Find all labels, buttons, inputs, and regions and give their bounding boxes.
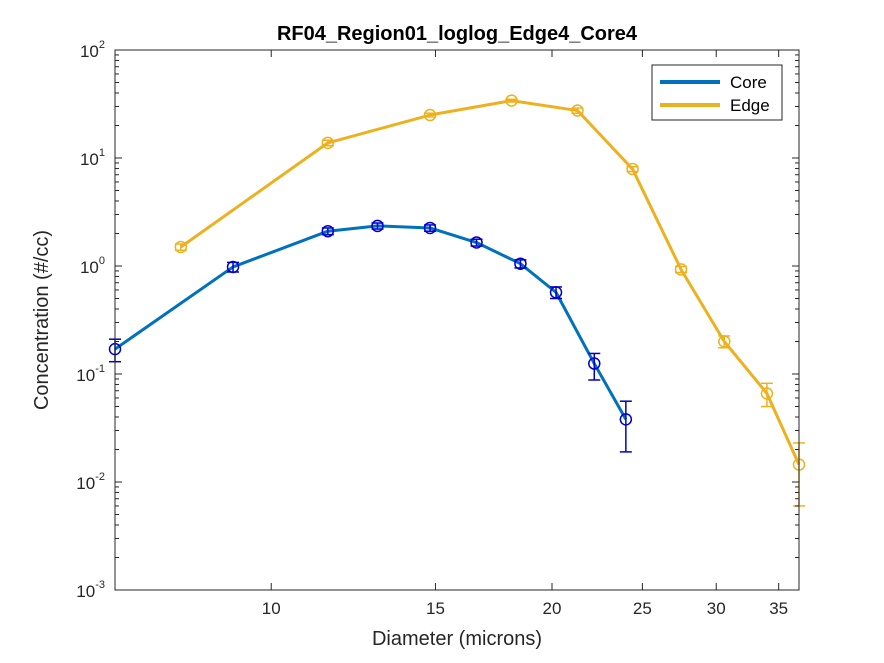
y-tick-base: 10 bbox=[76, 366, 95, 385]
data-point-core bbox=[371, 219, 384, 233]
data-point-core bbox=[619, 413, 633, 426]
legend: Core Edge bbox=[651, 64, 783, 121]
y-tick-label: 10-3 bbox=[76, 579, 105, 601]
x-tick-label: 10 bbox=[262, 599, 281, 618]
series-line-edge bbox=[179, 99, 801, 466]
data-point-core bbox=[549, 286, 563, 299]
data-point-core bbox=[588, 357, 601, 370]
data-point-edge bbox=[174, 240, 188, 254]
data-point-edge bbox=[321, 136, 335, 150]
legend-label-core: Core bbox=[730, 73, 767, 92]
y-tick-base: 10 bbox=[80, 150, 99, 169]
x-tick-label: 25 bbox=[633, 599, 652, 618]
data-point-edge bbox=[718, 335, 731, 348]
data-point-edge bbox=[674, 263, 688, 276]
x-tick-label: 20 bbox=[543, 599, 562, 618]
data-point-core bbox=[226, 260, 240, 274]
data-point-core bbox=[321, 224, 335, 238]
y-tick-label: 102 bbox=[80, 39, 105, 61]
y-tick-exponent: 0 bbox=[99, 255, 105, 267]
series-line-core bbox=[114, 224, 628, 421]
y-tick-exponent: 1 bbox=[99, 147, 105, 159]
chart-title: RF04_Region01_loglog_Edge4_Core4 bbox=[277, 23, 638, 45]
y-tick-exponent: 2 bbox=[99, 39, 105, 51]
plot-frame bbox=[114, 49, 800, 591]
y-tick-base: 10 bbox=[80, 42, 99, 61]
data-point-edge bbox=[571, 104, 584, 117]
y-tick-exponent: -3 bbox=[95, 579, 105, 591]
y-axis-label: Concentration (#/cc) bbox=[31, 230, 53, 410]
y-tick-base: 10 bbox=[76, 582, 95, 601]
data-point-edge bbox=[505, 94, 518, 107]
x-tick-label: 35 bbox=[769, 599, 788, 618]
y-tick-base: 10 bbox=[80, 258, 99, 277]
data-point-edge bbox=[423, 108, 437, 122]
x-tick-label: 15 bbox=[426, 599, 445, 618]
x-tick-label: 30 bbox=[707, 599, 726, 618]
y-tick-label: 10-1 bbox=[76, 363, 105, 385]
legend-label-edge: Edge bbox=[730, 96, 770, 115]
data-point-core bbox=[423, 221, 437, 235]
y-tick-label: 101 bbox=[80, 147, 105, 169]
y-tick-label: 100 bbox=[80, 255, 105, 277]
y-tick-exponent: -2 bbox=[95, 471, 105, 483]
x-axis-label: Diameter (microns) bbox=[372, 628, 542, 650]
data-point-edge bbox=[760, 387, 774, 400]
data-point-core bbox=[470, 236, 483, 249]
legend-box bbox=[651, 64, 783, 121]
data-point-core bbox=[514, 257, 527, 270]
data-point-edge bbox=[626, 162, 639, 176]
y-tick-base: 10 bbox=[76, 474, 95, 493]
data-layer bbox=[108, 94, 806, 507]
plot-area bbox=[115, 50, 799, 590]
y-tick-exponent: -1 bbox=[95, 363, 105, 375]
y-tick-label: 10-2 bbox=[76, 471, 105, 493]
